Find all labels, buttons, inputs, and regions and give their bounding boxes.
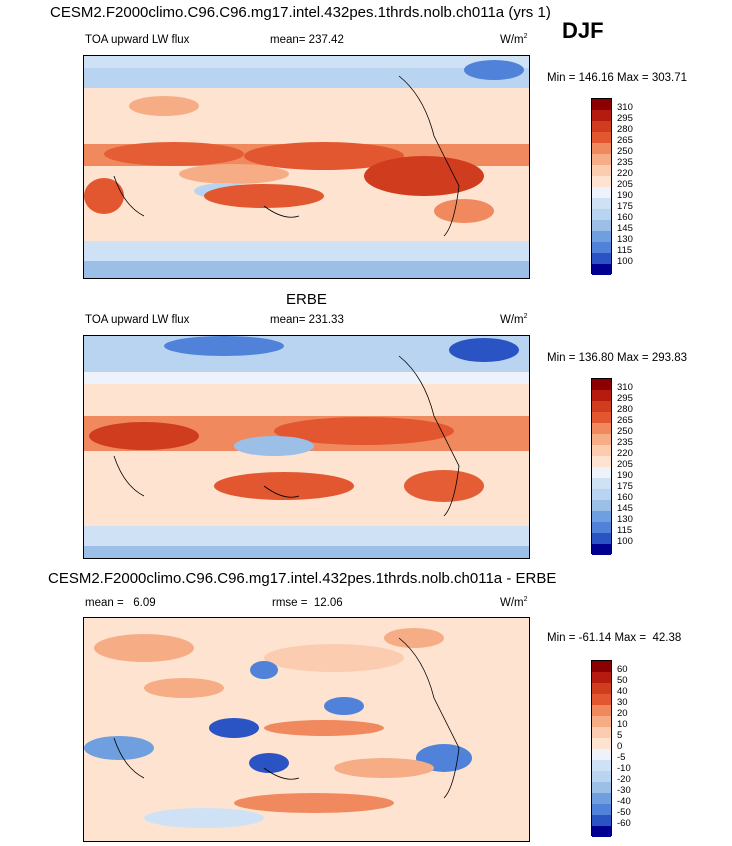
panel3-colorbar-label: 5: [617, 730, 623, 741]
panel1-colorbar-label: 265: [617, 135, 633, 146]
panel1-colorbar-label: 310: [617, 102, 633, 113]
panel1-colorbar-label: 250: [617, 146, 633, 157]
panel2-variable-label: TOA upward LW flux: [85, 314, 190, 326]
panel3-colorbar-label: -50: [617, 807, 631, 818]
panel2-map: [83, 335, 530, 559]
panel3-colorbar-label: 0: [617, 741, 623, 752]
panel3-map: [83, 617, 530, 842]
panel1-colorbar-label: 160: [617, 212, 633, 223]
panel1-map: [83, 55, 530, 279]
panel2-colorbar-label: 265: [617, 415, 633, 426]
panel2-title: ERBE: [286, 291, 327, 308]
panel1-variable-label: TOA upward LW flux: [85, 34, 190, 46]
panel1-colorbar-label: 145: [617, 223, 633, 234]
panel2-units: W/m2: [500, 313, 528, 326]
panel3-colorbar-label: 40: [617, 686, 628, 697]
panel2-colorbar-label: 250: [617, 426, 633, 437]
panel2-mean-label: mean= 231.33: [270, 314, 344, 326]
panel3-colorbar-label: 60: [617, 664, 628, 675]
panel2-colorbar-label: 145: [617, 503, 633, 514]
panel3-title: CESM2.F2000climo.C96.C96.mg17.intel.432p…: [48, 570, 557, 587]
panel1-mean-label: mean= 237.42: [270, 34, 344, 46]
panel1-minmax: Min = 146.16 Max = 303.71: [547, 72, 688, 84]
panel3-colorbar-label: -10: [617, 763, 631, 774]
panel3-minmax: Min = -61.14 Max = 42.38: [547, 632, 682, 644]
panel2-colorbar-scale: [591, 378, 612, 555]
panel3-colorbar-label: -20: [617, 774, 631, 785]
panel1-colorbar-label: 190: [617, 190, 633, 201]
season-label: DJF: [562, 18, 604, 43]
panel2-colorbar-label: 310: [617, 382, 633, 393]
panel2-colorbar-label: 160: [617, 492, 633, 503]
panel3-colorbar-label: 20: [617, 708, 628, 719]
panel3-colorbar-scale: [591, 660, 612, 837]
panel3-colorbar-label: -40: [617, 796, 631, 807]
panel2-colorbar-label: 175: [617, 481, 633, 492]
panel1-colorbar-label: 100: [617, 256, 633, 267]
panel1-colorbar-label: 115: [617, 245, 633, 256]
panel2-colorbar-label: 130: [617, 514, 633, 525]
panel3-colorbar-label: 50: [617, 675, 628, 686]
panel2-colorbar-label: 295: [617, 393, 633, 404]
panel2-colorbar-label: 205: [617, 459, 633, 470]
panel1-title: CESM2.F2000climo.C96.C96.mg17.intel.432p…: [50, 4, 551, 21]
panel1-units: W/m2: [500, 33, 528, 46]
panel2-colorbar-label: 100: [617, 536, 633, 547]
panel1-colorbar-label: 235: [617, 157, 633, 168]
panel3-mean-label: mean = 6.09: [85, 597, 156, 609]
panel3-units: W/m2: [500, 596, 528, 609]
panel1-colorbar-label: 130: [617, 234, 633, 245]
panel2-minmax: Min = 136.80 Max = 293.83: [547, 352, 688, 364]
panel1-colorbar-label: 295: [617, 113, 633, 124]
panel2-colorbar-label: 115: [617, 525, 633, 536]
panel1-colorbar-scale: [591, 98, 612, 275]
panel3-colorbar-label: -5: [617, 752, 626, 763]
panel1-colorbar-label: 175: [617, 201, 633, 212]
panel2-colorbar-label: 220: [617, 448, 633, 459]
panel2-colorbar-label: 235: [617, 437, 633, 448]
panel3-colorbar-label: -60: [617, 818, 631, 829]
panel3-rmse-label: rmse = 12.06: [272, 597, 343, 609]
panel3-colorbar-label: 10: [617, 719, 628, 730]
panel1-colorbar-label: 205: [617, 179, 633, 190]
panel3-colorbar-label: -30: [617, 785, 631, 796]
panel2-colorbar-label: 280: [617, 404, 633, 415]
panel1-colorbar-label: 280: [617, 124, 633, 135]
panel2-colorbar-label: 190: [617, 470, 633, 481]
panel3-colorbar-label: 30: [617, 697, 628, 708]
panel1-colorbar-label: 220: [617, 168, 633, 179]
